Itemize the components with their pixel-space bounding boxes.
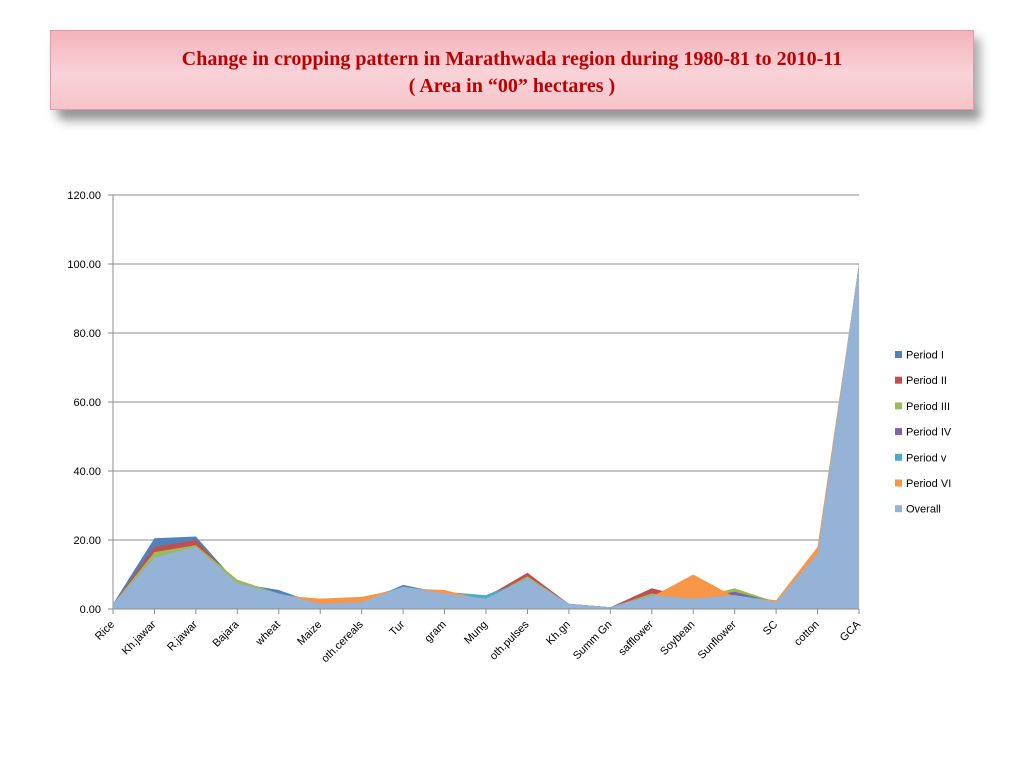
x-tick-label: safflower [616, 618, 656, 658]
title-banner: Change in cropping pattern in Marathwada… [50, 30, 974, 110]
legend-swatch [895, 453, 902, 461]
y-tick-label: 40.00 [73, 466, 101, 478]
area-overall [113, 264, 859, 609]
x-tick-label: SC [761, 619, 780, 638]
x-tick-label: Maize [295, 619, 324, 648]
x-tick-label: wheat [253, 619, 283, 649]
legend-swatch [895, 428, 902, 436]
x-tick-label: oth.pulses [488, 618, 532, 662]
legend-label: Period VI [906, 478, 951, 490]
area-period-i [113, 264, 859, 609]
x-tick-label: cotton [792, 619, 822, 649]
area-period-ii [113, 264, 859, 609]
x-tick-label: Rice [93, 619, 117, 643]
legend-label: Period I [906, 350, 944, 362]
x-tick-label: Kh.jawar [120, 618, 159, 657]
y-tick-label: 20.00 [73, 535, 101, 547]
legend-swatch [895, 351, 902, 358]
legend-swatch [895, 402, 902, 410]
x-tick-label: Bajara [210, 618, 242, 650]
area-period-vi [113, 264, 859, 609]
area-period-v [113, 264, 859, 609]
legend-swatch [895, 479, 902, 487]
legend-swatch [895, 376, 902, 384]
y-tick-label: 100.00 [67, 259, 101, 271]
x-tick-label: Kh.gn [544, 619, 573, 648]
x-tick-label: oth.cereals [319, 618, 366, 665]
x-tick-label: Tur [387, 618, 407, 638]
legend-swatch [895, 505, 902, 513]
y-tick-label: 0.00 [80, 604, 101, 616]
x-tick-label: Summ Gn [571, 619, 614, 662]
chart-title: Change in cropping pattern in Marathwada… [181, 48, 843, 70]
y-tick-label: 60.00 [73, 397, 101, 409]
y-tick-label: 80.00 [73, 328, 101, 340]
legend-label: Period v [906, 452, 947, 464]
legend-label: Period II [906, 375, 947, 387]
legend-label: Period III [906, 401, 950, 413]
x-tick-label: gram [422, 619, 448, 645]
area-period-iii [113, 264, 859, 609]
x-tick-label: GCA [838, 618, 864, 644]
title-shadow [62, 110, 980, 128]
y-tick-label: 120.00 [67, 190, 101, 202]
legend-label: Period IV [906, 427, 952, 439]
x-tick-label: Mung [462, 619, 490, 647]
chart-subtitle: ( Area in “00” hectares ) [408, 75, 616, 97]
x-tick-label: Sunflower [696, 618, 739, 661]
legend-label: Overall [906, 504, 941, 516]
area-period-iv [113, 264, 859, 609]
x-tick-label: R.jawar [165, 618, 200, 653]
x-tick-label: Soybean [658, 619, 697, 658]
